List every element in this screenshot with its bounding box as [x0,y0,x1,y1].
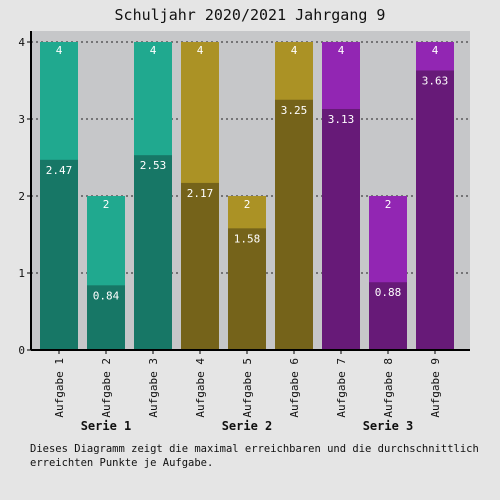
group-label: Serie 1 [81,419,132,433]
avg-points-bar [40,159,78,350]
y-tick-label: 3 [18,113,25,126]
y-tick-label: 4 [18,36,25,49]
x-tick-label: Aufgabe 7 [335,358,348,418]
y-tick-label: 2 [18,190,25,203]
avg-points-bar [87,285,125,350]
x-tick-label: Aufgabe 5 [241,358,254,418]
max-points-label: 2 [103,198,110,211]
group-label: Serie 2 [222,419,273,433]
x-tick-label: Aufgabe 4 [194,358,207,418]
avg-points-bar [228,228,266,350]
avg-points-label: 2.47 [46,164,73,177]
max-points-label: 4 [150,44,157,57]
labels: 0 1 2 3 4 4 2.47 Aufgabe 1 2 0.84 Aufgabe 2 4 2.53 Au… [18,36,448,433]
x-tick-label: Aufgabe 1 [53,358,66,418]
max-points-label: 2 [385,198,392,211]
x-tick-label: Aufgabe 3 [147,358,160,418]
avg-points-label: 0.84 [93,289,120,302]
avg-points-label: 3.63 [422,74,449,87]
group-label: Serie 3 [363,419,414,433]
axes [27,31,470,354]
avg-points-label: 0.88 [375,286,402,299]
avg-points-bar [181,182,219,350]
chart-title: Schuljahr 2020/2021 Jahrgang 9 [114,6,386,24]
avg-points-label: 3.13 [328,113,355,126]
avg-points-bar [134,155,172,350]
avg-points-label: 3.25 [281,104,308,117]
x-tick-label: Aufgabe 6 [288,358,301,418]
x-tick-label: Aufgabe 2 [100,358,113,418]
y-tick-label: 1 [18,267,25,280]
max-points-label: 4 [432,44,439,57]
avg-points-label: 2.17 [187,187,214,200]
max-points-label: 4 [291,44,298,57]
max-points-label: 2 [244,198,251,211]
max-points-label: 4 [197,44,204,57]
max-points-label: 4 [338,44,345,57]
max-points-label: 4 [56,44,63,57]
avg-points-label: 1.58 [234,232,261,245]
avg-points-bar [322,108,360,351]
avg-points-label: 2.53 [140,159,167,172]
x-tick-label: Aufgabe 8 [382,358,395,418]
x-tick-label: Aufgabe 9 [429,358,442,418]
avg-points-bar [275,99,313,350]
avg-points-bar [369,282,407,350]
bars [40,42,454,351]
chart-caption: Dieses Diagramm zeigt die maximal erreic… [30,443,479,469]
avg-points-bar [416,70,454,351]
y-tick-label: 0 [18,344,25,357]
